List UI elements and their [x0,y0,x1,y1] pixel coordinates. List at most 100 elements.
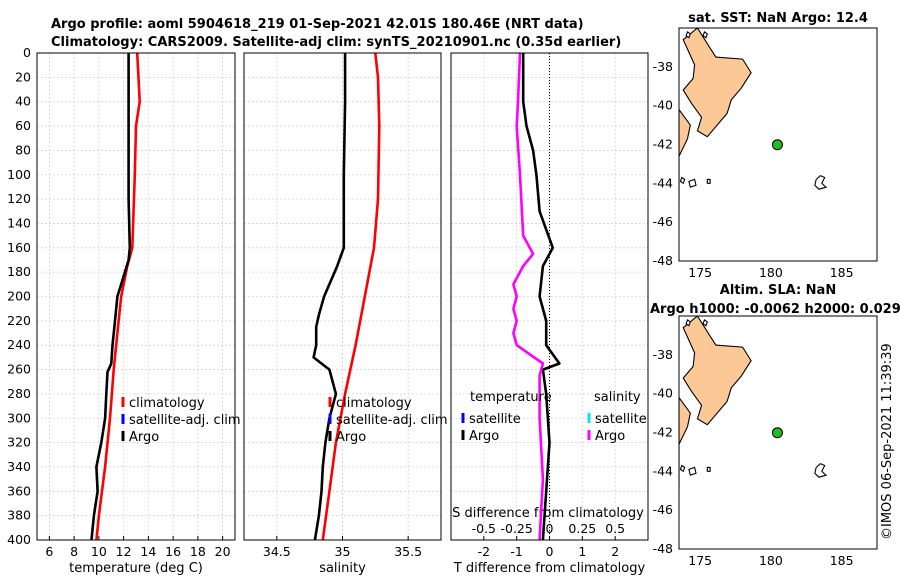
x-tick-label: 2 [611,544,619,559]
x-axis-label: T difference from climatology [453,561,646,576]
lat-tick-label: -38 [653,347,673,362]
y-tick-label: 400 [7,532,31,547]
y-tick-label: 0 [23,45,31,60]
y-tick-label: 20 [15,69,31,84]
x-tick-label: 35 [335,544,351,559]
x-tick-label: 16 [165,544,181,559]
legend-label: satellite-adj. clim [129,413,241,428]
x-tick-label: -1 [510,544,522,559]
x-axis-label: temperature (deg C) [69,561,203,576]
x-tick-label: 20 [215,544,231,559]
lat-tick-label: -46 [653,502,673,517]
small-island [706,466,711,472]
plot-frame [243,52,442,541]
small-island [688,178,697,188]
y-tick-label: 320 [7,435,31,450]
y-tick-label: 100 [7,167,31,182]
lat-tick-label: -48 [653,253,673,268]
series-line-t-argo [521,53,561,541]
panel-difference: -2 -1 0 1 2 T difference from climatology S di… [450,52,649,576]
x2-tick-label: -0.25 [500,521,532,536]
lat-tick-label: -46 [653,214,673,229]
lat-tick-label: -38 [653,59,673,74]
legend-label: satellite [595,412,647,427]
small-island [679,176,686,185]
panel-map_sst: -38 -40 -42 -44 -46 -48 175 180 185 sat. SST: NaN… [653,11,878,280]
small-island [679,464,686,473]
y-tick-label: 260 [7,362,31,377]
legend-label: satellite-adj. clim [336,413,448,428]
legend-label: Argo [469,429,499,444]
y-tick-label: 80 [15,142,31,157]
y-tick-label: 40 [15,94,31,109]
chatham-islands [814,174,828,190]
x-tick-label: 18 [190,544,206,559]
map-land [679,28,828,202]
map-frame [678,27,878,262]
lat-tick-label: -40 [653,98,673,113]
title-line-2: Climatology: CARS2009. Satellite-adj cli… [51,35,621,50]
map-panels: -38 -40 -42 -44 -46 -48 175 180 185 sat. SST: NaN… [650,11,900,568]
y-tick-label: 300 [7,410,31,425]
south-island [679,108,691,202]
legend-label: climatology [129,396,205,411]
y-tick-label: 200 [7,289,31,304]
x2-axis-label: S difference from climatology [452,506,644,521]
lat-tick-label: -44 [653,175,673,190]
north-island [682,316,752,426]
argo-float-marker [771,139,783,151]
y-tick-label: 280 [7,386,31,401]
x-tick-label: 6 [45,544,53,559]
lat-tick-label: -42 [653,137,673,152]
x-tick-label: 12 [116,544,132,559]
x-tick-label: 35.5 [394,544,422,559]
x-axis-label: salinity [319,561,366,576]
x-tick-label: 0 [546,544,554,559]
x-tick-label: 8 [70,544,78,559]
x-tick-label: 10 [91,544,107,559]
argo-float-marker [771,427,783,439]
lat-tick-label: -40 [653,386,673,401]
small-island [706,178,711,184]
y-tick-label: 360 [7,483,31,498]
panel-map_sla: -38 -40 -42 -44 -46 -48 175 180 185 Altim. SLA: N… [650,283,900,568]
lon-tick-label: 185 [830,553,854,568]
panel-salinity: 34.5 35 35.5 salinity climatology satellite-a… [243,52,448,576]
lon-tick-label: 180 [759,553,783,568]
lat-tick-label: -44 [653,463,673,478]
lat-tick-label: -48 [653,541,673,556]
lon-tick-label: 185 [830,265,854,280]
north-island [682,28,752,138]
y-tick-label: 120 [7,191,31,206]
legend-label: climatology [336,396,412,411]
credit-text: ©IMOS 06-Sep-2021 11:39:39 [880,343,895,540]
y-tick-label: 240 [7,337,31,352]
x-tick-label: 1 [578,544,586,559]
map-land [679,316,828,490]
lat-tick-label: -42 [653,425,673,440]
legend-title-salinity: salinity [594,390,641,405]
y-tick-label: 140 [7,215,31,230]
y-tick-label: 160 [7,240,31,255]
plot-frame [36,52,236,541]
series-line-argo [312,53,347,541]
legend-title-temperature: temperature [470,390,552,405]
small-island [685,319,691,327]
x2-tick-label: -0.5 [472,521,496,536]
chatham-islands [814,462,828,478]
profile-panels: 0204060801001201401601802002202402602803… [7,45,649,576]
south-island [679,396,691,490]
y-tick-label: 180 [7,264,31,279]
small-island [702,319,708,327]
series-line-s-argo [512,52,545,541]
x2-tick-label: 0.25 [568,521,596,536]
series-line-argo [90,53,132,541]
lon-tick-label: 180 [759,265,783,280]
series-line-climatology [95,52,141,541]
legend-label: satellite [469,412,521,427]
series-line-climatology [321,52,381,541]
y-tick-label: 60 [15,118,31,133]
small-island [685,31,691,39]
y-tick-label: 220 [7,313,31,328]
